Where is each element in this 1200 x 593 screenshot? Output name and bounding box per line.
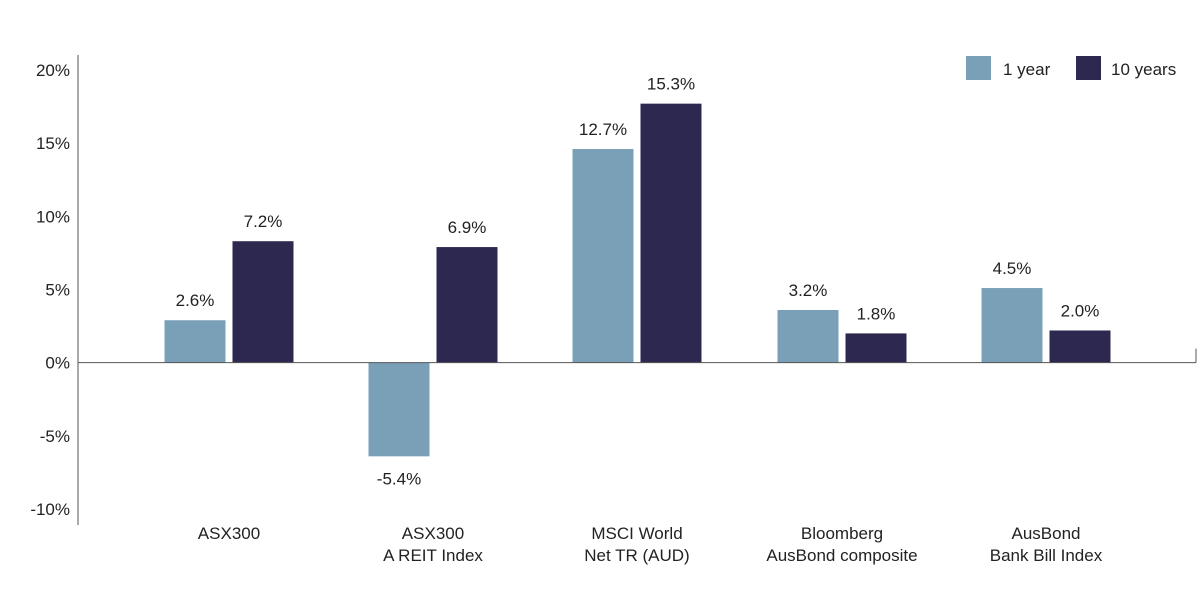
bar-1-year-2: [572, 149, 634, 363]
bar-1-year-1: [368, 362, 430, 457]
bar-10-years-0: [232, 241, 294, 363]
y-tick-label: -10%: [30, 500, 70, 519]
legend-label: 1 year: [1003, 60, 1051, 79]
data-labels-group: 2.6% -5.4% 12.7% 3.2% 4.5% 7.2% 6.9% 15.3% 1.8% 2…: [176, 75, 1100, 489]
bars-group: [164, 103, 1111, 457]
data-label: 4.5%: [993, 259, 1032, 278]
category-label: ASX300: [198, 524, 260, 543]
legend-swatch: [1076, 56, 1101, 80]
bar-1-year-4: [981, 288, 1043, 363]
data-label: 2.6%: [176, 291, 215, 310]
category-label: AusBond: [1012, 524, 1081, 543]
bar-1-year-3: [777, 309, 839, 363]
y-tick-label: 0%: [45, 354, 70, 373]
category-label: AusBond composite: [766, 546, 917, 565]
data-label: 2.0%: [1061, 301, 1100, 320]
category-labels-group: ASX300 ASX300 A REIT Index MSCI World Net TR…: [198, 524, 1103, 565]
data-label: 15.3%: [647, 75, 695, 94]
y-tick-label: 5%: [45, 281, 70, 300]
category-label: Bloomberg: [801, 524, 883, 543]
bar-10-years-4: [1049, 330, 1111, 363]
bar-10-years-1: [436, 247, 498, 363]
y-axis-ticks: 20% 15% 10% 5% 0% -5% -10%: [30, 61, 70, 519]
category-label: MSCI World: [591, 524, 682, 543]
data-label: 12.7%: [579, 120, 627, 139]
legend-swatch: [966, 56, 991, 80]
category-label: A REIT Index: [383, 546, 483, 565]
category-label: Net TR (AUD): [584, 546, 689, 565]
category-label: ASX300: [402, 524, 464, 543]
legend: 1 year 10 years: [966, 56, 1176, 80]
bar-1-year-0: [164, 320, 226, 363]
y-tick-label: 10%: [36, 207, 70, 226]
category-label: Bank Bill Index: [990, 546, 1103, 565]
data-label: 6.9%: [448, 218, 487, 237]
y-tick-label: 20%: [36, 61, 70, 80]
data-label: 3.2%: [789, 281, 828, 300]
bar-10-years-2: [640, 103, 702, 363]
y-tick-label: 15%: [36, 134, 70, 153]
data-label: -5.4%: [377, 469, 421, 488]
data-label: 7.2%: [244, 212, 283, 231]
y-tick-label: -5%: [40, 427, 70, 446]
data-label: 1.8%: [857, 304, 896, 323]
legend-label: 10 years: [1111, 60, 1176, 79]
bar-10-years-3: [845, 333, 907, 363]
